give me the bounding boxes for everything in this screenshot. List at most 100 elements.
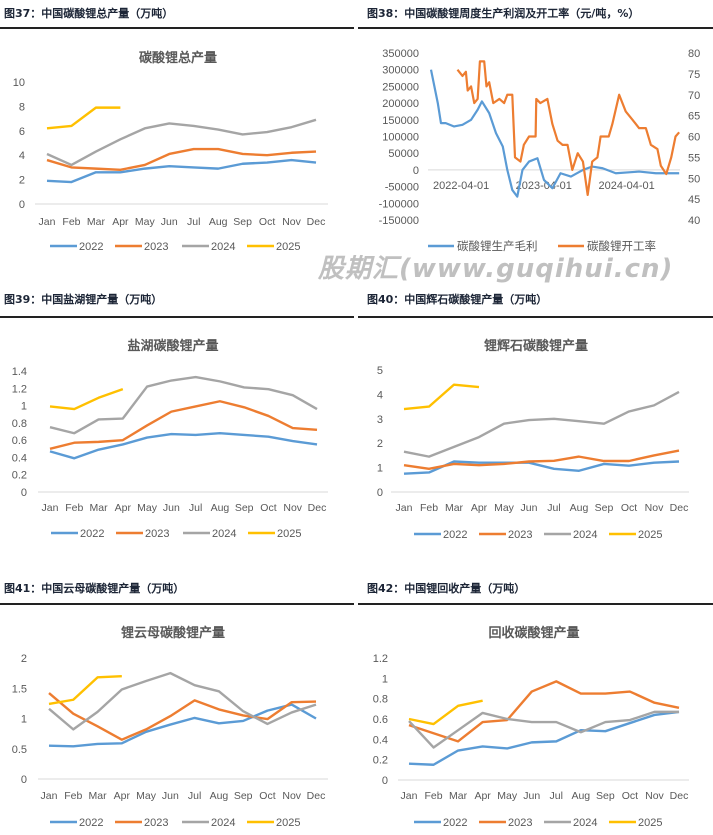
x-tick-label: Jun (161, 216, 178, 228)
x-tick-label: Nov (283, 502, 302, 514)
watermark: 股期汇(www.guqihui.cn) (318, 254, 674, 284)
right-y-tick-label: 60 (688, 132, 700, 144)
x-tick-label: Feb (62, 216, 80, 228)
y-tick-label: 0 (382, 775, 388, 787)
x-tick-label: Dec (308, 502, 327, 514)
x-tick-label: May (137, 502, 158, 514)
x-tick-label: Mar (88, 790, 107, 802)
x-tick-label: Jul (189, 502, 202, 514)
right-y-tick-label: 40 (688, 215, 700, 227)
series-line-2024 (49, 375, 318, 435)
legend-label: 碳酸锂生产毛利 (457, 239, 538, 253)
x-tick-label: Aug (211, 502, 230, 514)
left-y-tick-label: -150000 (379, 215, 419, 227)
right-y-tick-label: 80 (688, 48, 700, 60)
y-tick-label: 1 (377, 463, 383, 475)
figure-38-caption: 图38：中国碳酸锂周度生产利润及开工率（元/吨，%） (367, 7, 640, 20)
right-y-tick-label: 50 (688, 173, 700, 185)
x-tick-label: Feb (64, 790, 82, 802)
y-tick-label: 2 (19, 175, 25, 187)
y-tick-label: 8 (19, 101, 25, 113)
legend-label: 2023 (144, 817, 168, 829)
figure-38-divider (358, 27, 713, 29)
y-tick-label: 1 (382, 673, 388, 685)
y-tick-label: 0.8 (373, 694, 388, 706)
x-tick-label: Sep (234, 790, 253, 802)
figure-40-caption: 图40：中国辉石碳酸锂产量（万吨） (367, 293, 548, 306)
right-y-tick-label: 45 (688, 194, 700, 206)
y-tick-label: 1.2 (12, 383, 27, 395)
x-tick-label: Apr (115, 502, 132, 514)
legend-label: 2022 (79, 241, 103, 253)
series-line-2024 (46, 118, 317, 167)
x-tick-label: Mar (89, 502, 108, 514)
series-line-2024 (403, 390, 680, 458)
left-y-tick-label: 50000 (388, 148, 419, 160)
legend-label: 2024 (212, 528, 236, 540)
figure-41-caption: 图41：中国云母碳酸锂产量（万吨） (4, 582, 185, 595)
left-y-tick-label: 200000 (382, 98, 419, 110)
x-tick-label: Apr (112, 216, 129, 228)
x-tick-label: Oct (622, 790, 638, 802)
left-y-tick-label: 150000 (382, 115, 419, 127)
x-tick-label: Jul (547, 502, 560, 514)
x-tick-label: Aug (209, 216, 228, 228)
series-line-2023 (403, 449, 680, 471)
series-line-2023 (46, 147, 317, 172)
x-tick-label: Jun (523, 790, 540, 802)
x-tick-label: Sep (596, 790, 615, 802)
y-tick-label: 0 (21, 774, 27, 786)
series-line-2022 (46, 158, 317, 184)
y-tick-label: 1 (21, 714, 27, 726)
legend-label: 2024 (211, 241, 235, 253)
right-y-tick-label: 65 (688, 111, 700, 123)
y-tick-label: 6 (19, 126, 25, 138)
x-tick-label: Jul (188, 790, 201, 802)
left-y-tick-label: -100000 (379, 198, 419, 210)
chart-39: 盐湖碳酸锂产量 0 0.2 0.4 0.6 0.8 1 1.2 1.4 Jan Feb Mar Apr M… (12, 338, 328, 540)
right-y-tick-label: 75 (688, 69, 700, 81)
x-tick-label: Sep (595, 502, 614, 514)
x-tick-label: Mar (449, 790, 468, 802)
figure-39-caption: 图39：中国盐湖锂产量（万吨） (4, 293, 163, 306)
y-tick-label: 0 (21, 487, 27, 499)
y-tick-label: 0.5 (12, 744, 27, 756)
legend-label: 2022 (443, 529, 467, 541)
chart-38: -150000 -100000 -50000 0 50000 100000 150000 20… (379, 48, 701, 253)
left-y-tick-label: 300000 (382, 65, 419, 77)
x-tick-label: Oct (260, 502, 276, 514)
chart-title: 盐湖碳酸锂产量 (127, 338, 218, 353)
x-tick-label: Jan (39, 216, 56, 228)
x-tick-label: Jan (41, 790, 58, 802)
y-tick-label: 10 (13, 77, 25, 89)
y-tick-label: 0.2 (373, 755, 388, 767)
x-tick-label: Nov (645, 502, 664, 514)
y-tick-label: 1.2 (373, 653, 388, 665)
y-tick-label: 3 (377, 414, 383, 426)
legend-label: 碳酸锂开工率 (587, 239, 656, 253)
legend-label: 2022 (79, 817, 103, 829)
x-tick-label: Nov (282, 216, 301, 228)
series-line-2023 (48, 692, 317, 741)
figure-37-divider (0, 27, 354, 29)
chart-title: 锂辉石碳酸锂产量 (484, 338, 588, 353)
chart-37: 碳酸锂总产量 0 2 4 6 8 10 Jan Feb Mar Apr May Jun Jul Aug Sep… (13, 50, 328, 253)
y-tick-label: 2 (21, 653, 27, 665)
chart-40: 锂辉石碳酸锂产量 0 1 2 3 4 5 Jan Feb Mar Apr May Jun Jul Aug Se… (377, 338, 689, 541)
x-tick-label: May (136, 790, 157, 802)
x-tick-label: 2022-04-01 (433, 180, 489, 192)
x-tick-label: Feb (65, 502, 83, 514)
series-line-2024 (48, 671, 317, 731)
x-tick-label: Nov (282, 790, 301, 802)
x-tick-label: Jan (401, 790, 418, 802)
legend-label: 2023 (508, 817, 532, 829)
x-tick-label: May (494, 502, 515, 514)
x-tick-label: 2024-04-01 (599, 180, 655, 192)
figure-40-divider (358, 316, 713, 318)
x-tick-label: Apr (471, 502, 488, 514)
x-tick-label: Jan (42, 502, 59, 514)
series-line-2023 (49, 400, 318, 450)
x-tick-label: Apr (114, 790, 131, 802)
series-line-2022 (408, 710, 680, 766)
x-tick-label: Dec (307, 790, 326, 802)
